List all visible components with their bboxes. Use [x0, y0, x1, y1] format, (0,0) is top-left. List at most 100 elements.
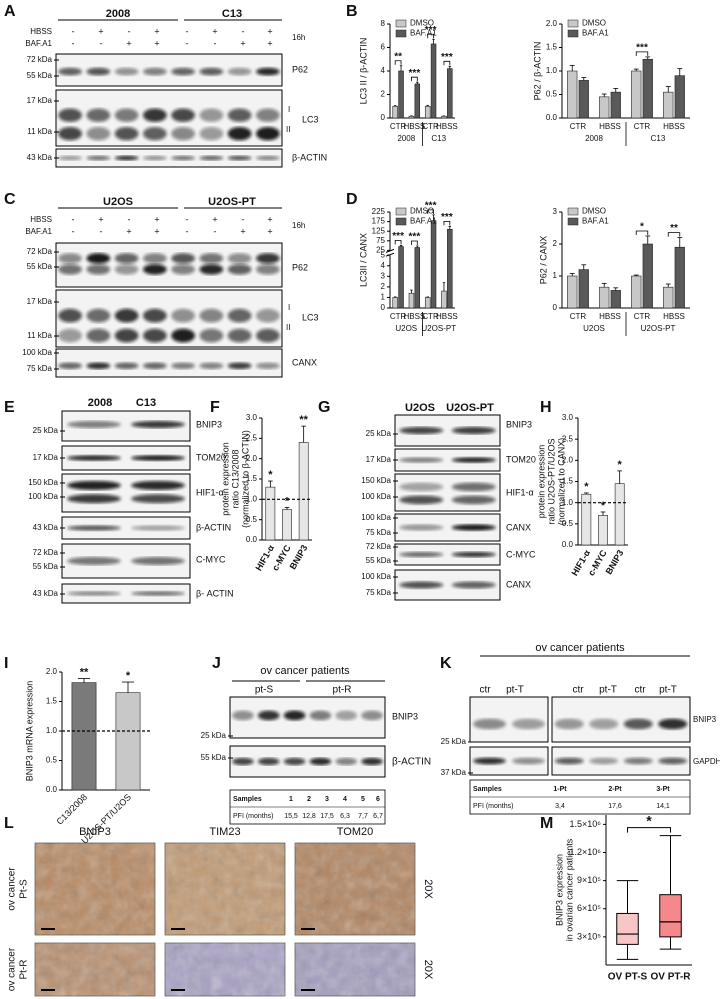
kda-label: 11 kDa	[27, 331, 52, 340]
significance-label: *	[646, 812, 652, 828]
treatment-sign: +	[267, 38, 272, 48]
kda-label: 17 kDa	[27, 297, 53, 306]
significance-label: *	[618, 459, 623, 471]
legend-swatch	[567, 19, 579, 28]
blot-band	[114, 308, 139, 323]
protein-label: β-ACTIN	[292, 152, 327, 162]
bar	[265, 486, 276, 541]
blot-band	[86, 264, 111, 275]
bar	[447, 228, 453, 309]
significance-bracket	[427, 33, 434, 39]
group-label: U2OS-PT	[641, 324, 676, 333]
blot-band	[67, 525, 121, 531]
x-tick-label: OV PT-S	[608, 972, 648, 983]
kda-label: 55 kDa	[201, 753, 227, 762]
bar	[298, 442, 309, 541]
column-header: BNIP3	[79, 826, 111, 838]
legend-swatch	[395, 207, 407, 216]
column-header: TOM20	[337, 826, 373, 838]
blot-band	[361, 710, 383, 721]
table-cell: PFI (months)	[473, 803, 513, 810]
y-tick-label: 0	[381, 113, 386, 122]
group-label: C13	[651, 134, 666, 143]
x-tick-label: C13/2008	[54, 792, 89, 827]
legend-label: DMSO	[582, 19, 606, 28]
group-label: U2OS	[395, 324, 417, 333]
blot-band	[199, 253, 224, 264]
treatment-sign: -	[214, 226, 217, 236]
micrograph	[294, 942, 416, 997]
blot-band	[143, 126, 167, 141]
bar	[430, 220, 437, 309]
treatment-sign: +	[126, 38, 131, 48]
blot-band	[86, 67, 111, 76]
blot-band	[58, 328, 82, 343]
blot-band	[227, 126, 252, 141]
blot-band	[67, 494, 121, 504]
bar	[408, 115, 415, 119]
treatment-sign: +	[154, 38, 159, 48]
protein-label: β-ACTIN	[392, 757, 431, 768]
blot-band	[451, 426, 496, 435]
blot-band	[227, 67, 252, 76]
blot-band	[86, 308, 111, 323]
legend-label: DMSO	[410, 19, 434, 28]
significance-bracket	[667, 232, 681, 237]
y-tick-label: 75	[376, 236, 385, 245]
blot-band	[658, 757, 688, 765]
row-label: Pt-S	[19, 879, 30, 899]
legend-label: DMSO	[582, 207, 606, 216]
blot-band	[67, 480, 121, 490]
x-tick-label: CTR	[390, 122, 407, 131]
blot-band	[131, 556, 185, 566]
treatment-sign: +	[98, 26, 103, 36]
blot-strip	[55, 348, 283, 378]
kda-label: 43 kDa	[33, 589, 59, 598]
y-tick-label: 1.5	[546, 43, 558, 52]
table-cell: 5	[361, 796, 365, 803]
blot-band	[256, 362, 280, 370]
y-tick-label: 2.5	[562, 434, 574, 443]
y-tick-label: 8	[381, 19, 386, 28]
legend-swatch	[395, 19, 407, 28]
bar	[71, 682, 97, 791]
blot-band	[227, 308, 252, 323]
protein-label: CANX	[506, 579, 531, 589]
y-axis-label: protein expression	[536, 445, 546, 519]
blot-band	[658, 718, 688, 730]
blot-band	[399, 426, 444, 435]
protein-label: C-MYC	[196, 554, 226, 564]
x-tick-label: CTR	[634, 122, 651, 131]
x-tick-label: HBSS	[599, 122, 621, 131]
treatment-sign: +	[267, 26, 272, 36]
blot-band	[451, 551, 496, 558]
blot-band	[58, 67, 82, 76]
panel-letter: H	[540, 399, 552, 416]
panel-letter: B	[346, 3, 358, 20]
panel-letter: M	[540, 815, 553, 832]
treatment-sign: -	[186, 38, 189, 48]
kda-label: 75 kDa	[27, 364, 53, 373]
blot-band	[131, 455, 185, 461]
protein-label: CANX	[292, 357, 317, 367]
treatment-sign: +	[154, 26, 159, 36]
y-tick-label: 1	[553, 271, 558, 280]
bar	[631, 275, 642, 309]
protein-label: HIF1-α	[506, 487, 534, 497]
y-tick-label: 3.0	[246, 413, 258, 422]
treatment-sign: -	[214, 38, 217, 48]
y-tick-label: 6×10⁵	[577, 903, 601, 913]
blot-band	[199, 328, 224, 343]
group-label: 2008	[585, 134, 603, 143]
blot-band	[512, 757, 545, 765]
lane-label: pt-T	[659, 685, 677, 696]
y-tick-label: 1.5	[562, 477, 574, 486]
table-cell: 4	[343, 796, 347, 803]
blot-band	[473, 718, 506, 730]
significance-label: **	[80, 666, 89, 678]
y-axis-label: P62 / CANX	[538, 236, 548, 285]
x-tick-label: HBSS	[403, 122, 425, 131]
magnification: 20X	[422, 960, 434, 980]
x-tick-label: CTR	[390, 312, 407, 321]
